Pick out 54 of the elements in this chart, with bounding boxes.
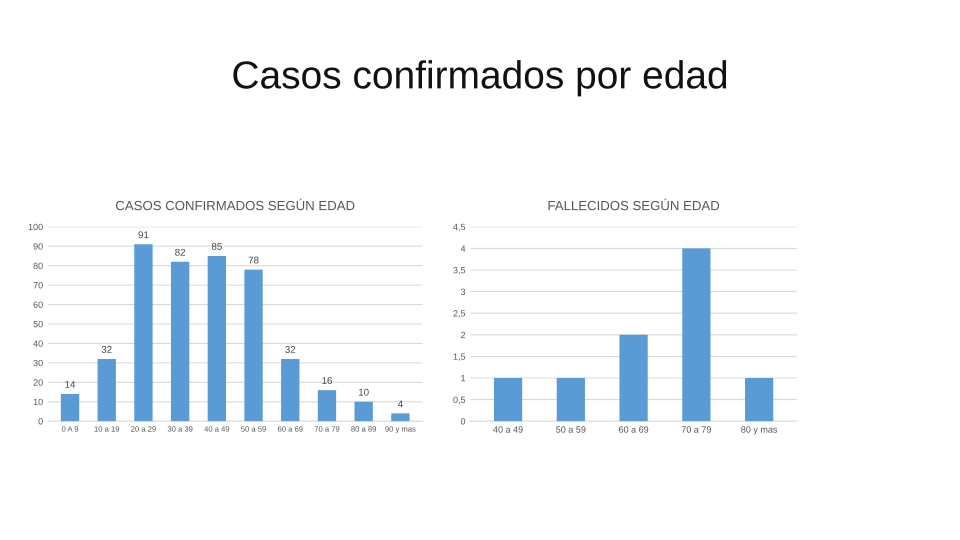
y-tick-label: 2 [460,332,466,338]
bar [134,244,153,422]
y-tick-label: 1,5 [454,353,466,361]
y-tick-label: 70 [34,282,43,288]
x-tick-label: 60 a 69 [619,426,648,433]
y-tick-label: 2,5 [453,310,466,318]
y-tick-label: 90 [34,243,43,250]
data-label: 32 [102,346,112,353]
bar [170,262,190,422]
data-label: 14 [65,381,76,388]
bar [556,378,585,422]
bar [318,390,336,422]
data-label: 32 [285,346,296,353]
bar [619,334,648,422]
bar [494,378,522,422]
bar [682,248,710,422]
bar [244,270,263,422]
data-label: 91 [138,231,148,238]
data-label: 4 [398,400,403,408]
y-tick-label: 40 [33,340,43,347]
data-label: 85 [212,242,222,250]
y-tick-label: 0 [460,418,466,425]
y-tick-label: 0 [38,418,43,425]
x-tick-label: 40 a 49 [493,426,523,433]
y-tick-label: 30 [33,360,43,366]
y-tick-label: 4,5 [453,224,466,232]
y-tick-label: 3,5 [453,266,466,274]
bar [745,378,774,422]
y-tick-label: 10 [34,398,43,406]
y-tick-label: 80 [33,262,43,270]
data-label: 10 [359,388,369,396]
bar [354,402,373,422]
bar [208,256,226,422]
chart-title: CASOS CONFIRMADOS SEGÚN EDAD [116,198,354,210]
y-tick-label: 20 [34,379,43,386]
data-label: 78 [248,256,259,264]
y-tick-label: 3 [460,288,466,295]
y-tick-label: 100 [28,224,43,230]
text: Casos confirmados por edad [233,60,726,96]
chart-title: FALLECIDOS SEGÚN EDAD [548,198,720,210]
y-tick-label: 50 [33,320,43,328]
y-tick-label: 60 [34,302,43,308]
y-tick-label: 4 [460,245,466,252]
data-label: 82 [175,248,186,256]
x-tick-label: 70 a 79 [682,426,712,433]
y-tick-label: 1 [461,375,466,382]
bar [98,358,116,422]
x-tick-label: 50 a 59 [556,426,586,433]
bar [281,358,300,422]
bar [391,413,410,422]
y-tick-label: 0,5 [453,396,466,404]
bar [60,394,80,422]
x-tick-label: 80 y mas [741,426,778,434]
data-label: 16 [322,377,332,384]
